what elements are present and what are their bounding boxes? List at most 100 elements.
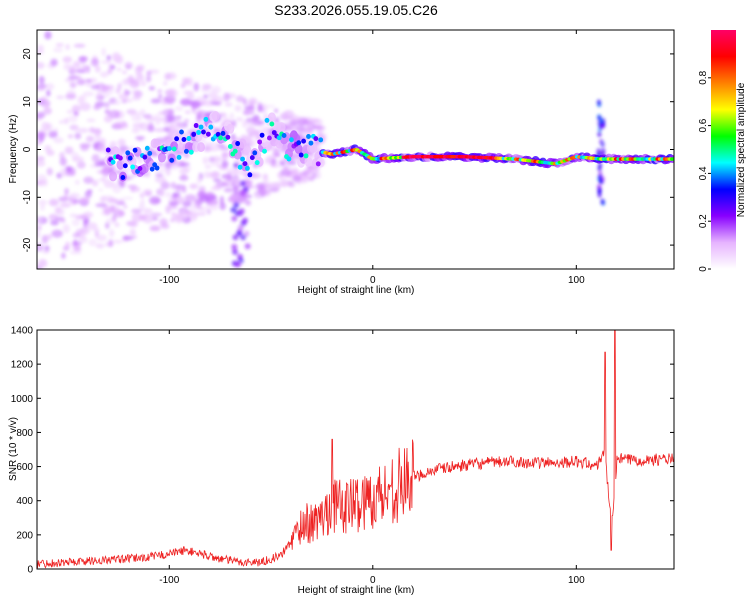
colorbar-label: Normalized spectral amplitude	[736, 82, 747, 217]
ridge-halo	[226, 123, 235, 134]
ridge-core	[130, 164, 136, 170]
ridge-core	[183, 148, 189, 154]
ridge-core	[301, 138, 307, 144]
ridge-core	[118, 155, 123, 161]
ridge-core	[208, 124, 214, 130]
ridge-core	[186, 136, 192, 142]
snr-y-tick: 200	[16, 530, 674, 541]
snr-y-tick-label: 1200	[11, 360, 34, 371]
spectrogram-x-tick: 0	[370, 30, 376, 286]
ridge-core	[215, 131, 221, 137]
colorbar-tick-label: 0	[698, 266, 709, 272]
ridge-halo	[267, 112, 276, 123]
colorbar-gradient	[711, 30, 736, 269]
ridge-core	[132, 147, 138, 153]
spectrogram-y-tick: -10	[22, 190, 674, 205]
ridge-core	[154, 165, 160, 171]
snr-y-tick: 1000	[11, 394, 674, 405]
spectrogram-y-tick: 0	[22, 146, 674, 152]
ridge-core	[240, 156, 245, 162]
ridge-core	[205, 131, 211, 137]
snr-x-tick-label: 100	[568, 575, 585, 586]
ridge-core	[315, 161, 321, 167]
snr-frame	[36, 329, 675, 570]
ridge-core	[110, 159, 116, 165]
colorbar-tick-label: 0.2	[698, 214, 709, 228]
spectrogram-x-ticks: -100 0 100	[159, 30, 585, 286]
ridge-core	[281, 132, 287, 138]
ridge-core	[179, 129, 184, 135]
ridge-core	[298, 152, 304, 158]
spectrogram-x-tick: -100	[159, 30, 180, 286]
snr-plot-area	[37, 330, 674, 569]
ridge-core	[169, 157, 175, 163]
spectrogram-ridge	[104, 111, 674, 182]
ridge-core	[259, 132, 265, 138]
ridge-core	[308, 140, 314, 146]
ridge-core	[269, 121, 275, 127]
ridge-core	[296, 140, 302, 146]
spectrogram-y-tick-label: 0	[22, 146, 33, 152]
ridge-core	[127, 155, 133, 161]
snr-y-tick: 1200	[11, 360, 674, 371]
snr-panel: -100 0 100 0 200 400 600 800 1000 1200 1400 Heigh…	[8, 326, 675, 596]
ridge-halo	[304, 156, 313, 167]
spectrogram-y-tick: -20	[22, 237, 674, 252]
ridge-core	[225, 134, 231, 140]
ridge-core	[237, 164, 243, 170]
ridge-core	[288, 137, 294, 143]
snr-x-tick: -100	[159, 330, 180, 586]
spectrogram-x-tick-label: 0	[370, 275, 376, 286]
colorbar: 0 0.2 0.4 0.6 0.8 Normalized spectral amplit…	[698, 30, 747, 272]
spectrogram-y-tick-label: -20	[22, 237, 33, 252]
ridge-core	[227, 143, 233, 149]
spectrogram-y-axis-label: Frequency (Hz)	[8, 115, 19, 184]
spectrogram-y-tick-label: 10	[22, 96, 33, 108]
spectrogram-y-tick-label: -10	[22, 190, 33, 205]
spectrogram-x-axis-label: Height of straight line (km)	[298, 285, 415, 296]
snr-y-tick: 600	[16, 462, 674, 473]
spectrogram-x-tick: 100	[568, 30, 585, 286]
ridge-core	[125, 150, 131, 156]
ridge-halo	[140, 163, 149, 174]
snr-y-tick-label: 200	[16, 530, 33, 541]
ridge-core	[174, 136, 180, 142]
ridge-core	[147, 150, 153, 156]
colorbar-tick: 0.2	[698, 214, 711, 228]
ridge-core	[306, 134, 311, 140]
colorbar-tick: 0.4	[698, 166, 711, 180]
ridge-core	[176, 154, 182, 160]
figure-title: S233.2026.055.19.05.C26	[274, 2, 438, 18]
ridge-halo	[309, 143, 318, 154]
ridge-core	[220, 130, 226, 136]
ridge-core	[271, 130, 277, 136]
colorbar-tick-label: 0.8	[698, 70, 709, 84]
ridge-core	[105, 147, 111, 153]
ridge-halo	[109, 171, 118, 182]
snr-y-tick-label: 1400	[11, 326, 34, 337]
snr-y-tick: 0	[27, 565, 674, 576]
ridge-halo	[238, 138, 247, 149]
colorbar-tick-label: 0.6	[698, 118, 709, 132]
colorbar-ticks: 0 0.2 0.4 0.6 0.8	[698, 70, 711, 272]
ridge-core	[276, 135, 282, 141]
spectrogram-y-tick: 20	[22, 48, 674, 59]
snr-x-tick: 0	[370, 330, 376, 586]
ridge-core	[262, 148, 267, 154]
ridge-core	[218, 135, 223, 141]
colorbar-tick: 0.6	[698, 118, 711, 133]
snr-series-line	[37, 330, 674, 569]
snr-x-axis-label: Height of straight line (km)	[298, 585, 415, 596]
ridge-core	[318, 137, 324, 143]
ridge-core	[245, 165, 250, 171]
snr-x-ticks: -100 0 100	[159, 330, 585, 586]
colorbar-tick: 0.8	[698, 70, 711, 85]
ridge-core	[144, 145, 150, 151]
spectrogram-x-tick-label: 100	[568, 275, 585, 286]
spectrogram-y-tick: 10	[22, 96, 674, 108]
ridge-halo	[277, 122, 286, 133]
snr-x-tick: 100	[568, 330, 585, 586]
ridge-core	[193, 123, 199, 129]
ridge-halo	[194, 131, 203, 142]
